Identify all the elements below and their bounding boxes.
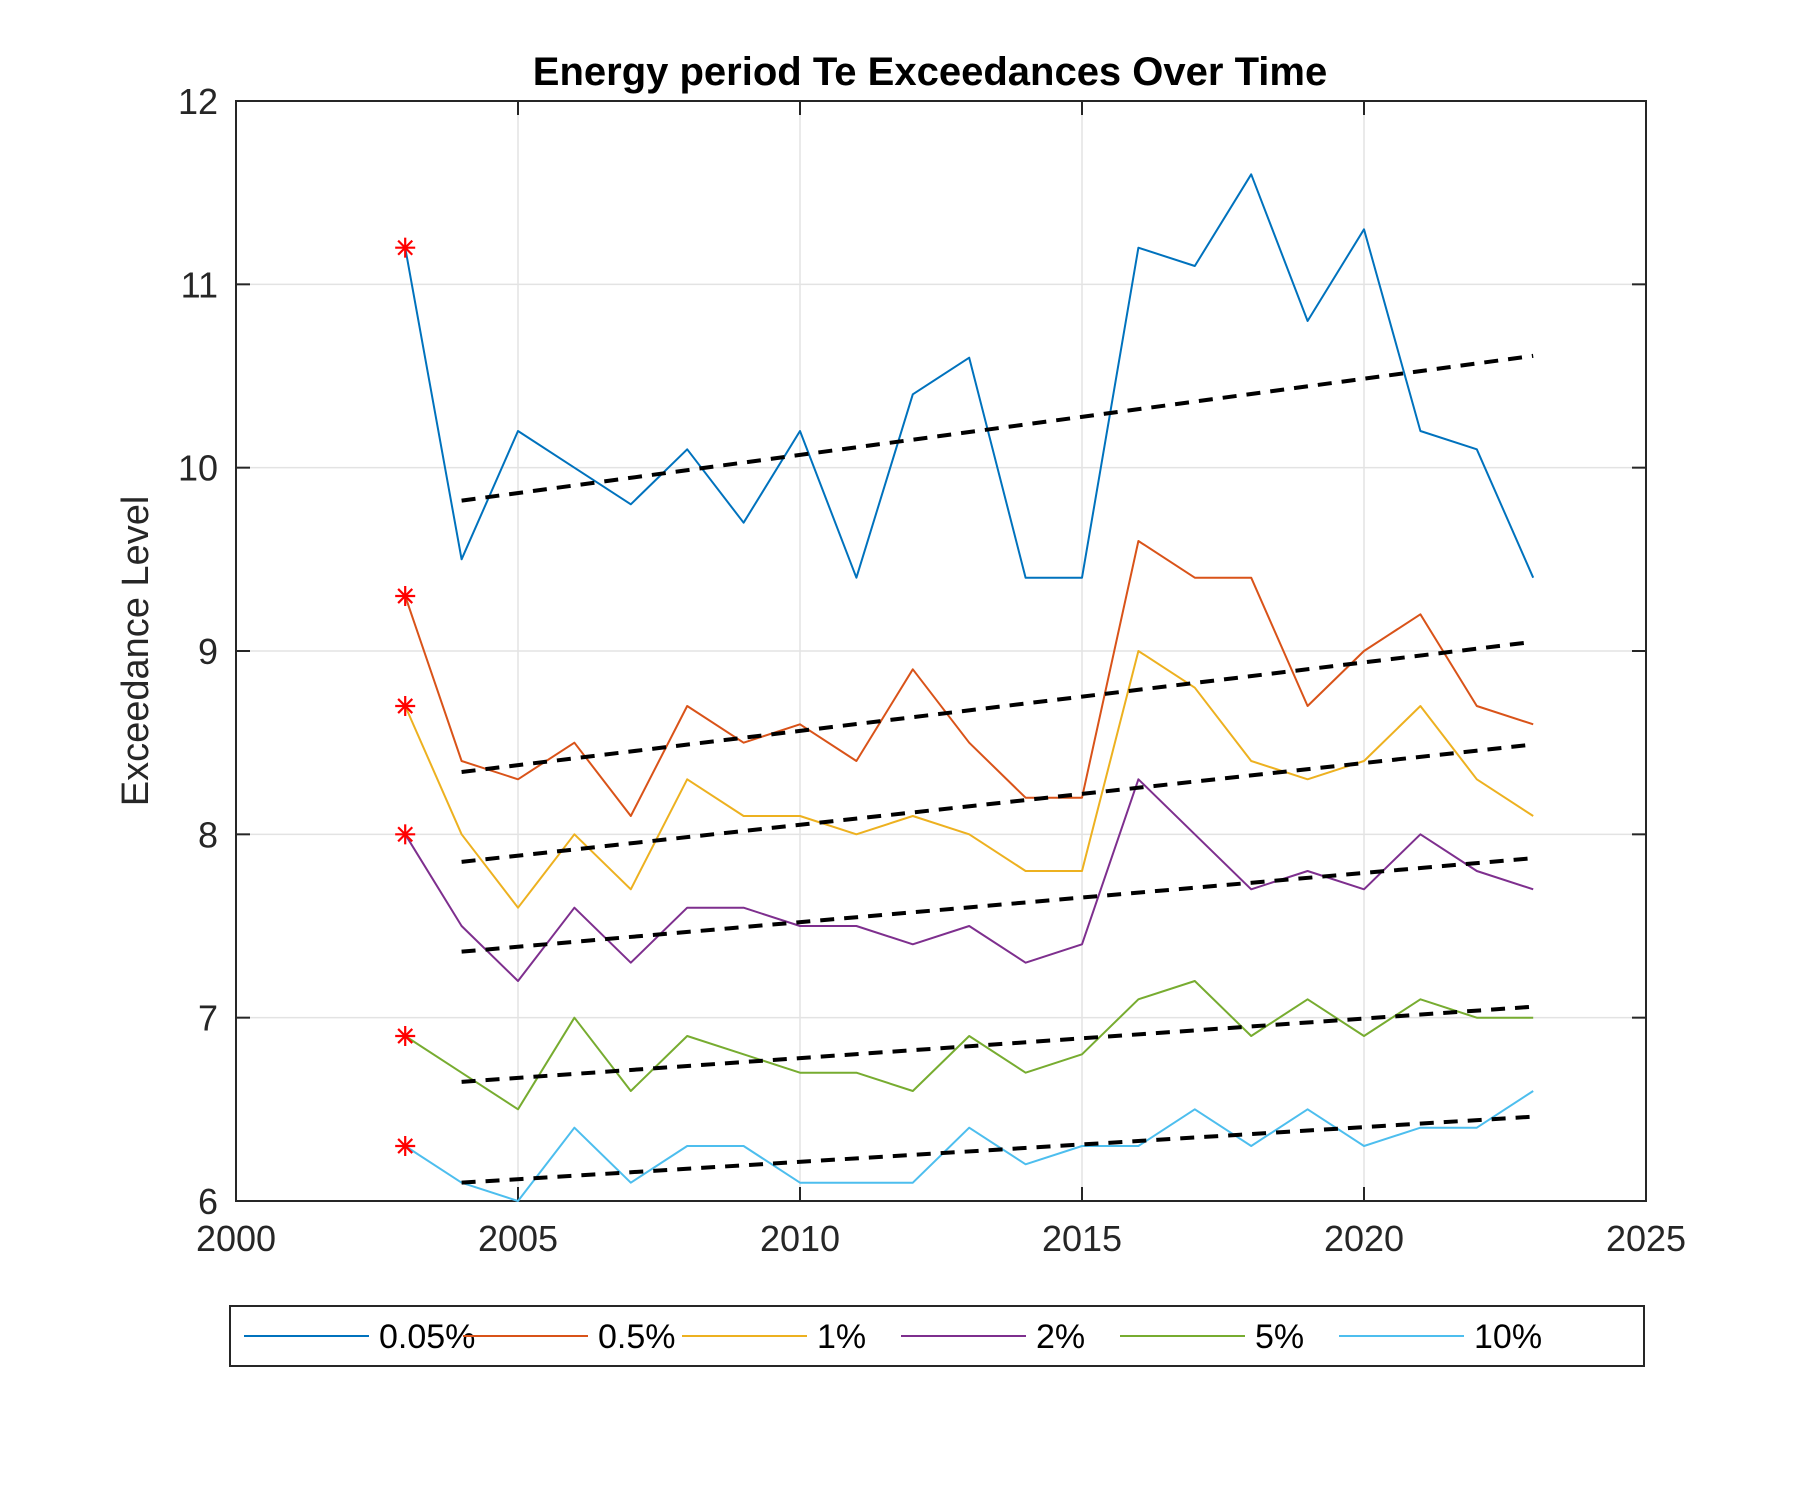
series-line-3 [404,778,1534,982]
y-axis-label: Exceedance Level [115,496,157,807]
trend-lines [461,353,1534,1185]
x-tick-label: 2010 [760,1218,840,1259]
marker-asterisk-2 [395,696,416,716]
x-tick-label: 2000 [196,1218,276,1259]
series-line-4 [404,980,1534,1111]
y-tick-label: 9 [198,631,218,672]
x-tick-label: 2005 [478,1218,558,1259]
y-tick-label: 10 [178,448,218,489]
series-line-1 [404,540,1534,817]
trend-line-4 [461,1004,1534,1084]
marker-asterisk-3 [395,824,416,845]
legend-label-5: 10% [1474,1318,1542,1356]
marker-asterisk-1 [395,586,416,606]
chart-title: Energy period Te Exceedances Over Time [533,50,1327,94]
trend-line-5 [461,1114,1534,1185]
markers [395,237,416,1156]
x-tick-label: 2015 [1042,1218,1122,1259]
ticks [235,100,1647,1202]
series-line-2 [404,650,1534,909]
marker-asterisk-4 [395,1026,416,1046]
legend-label-2: 1% [817,1318,866,1356]
grid [236,101,1646,1201]
legend-label-1: 0.5% [598,1318,676,1356]
trend-line-0 [461,353,1534,503]
marker-asterisk-0 [395,237,416,258]
series-lines [404,173,1535,1202]
tick-labels: 2000 2005 2010 2015 2020 2025 6 7 8 9 10 11 12 [178,81,1686,1259]
series-line-0 [404,173,1535,579]
y-tick-label: 7 [198,998,218,1039]
trend-line-2 [461,742,1534,864]
series-line-5 [404,1090,1534,1202]
legend: 0.05% 0.5% 1% 2% 5% 10% [229,1305,1645,1367]
legend-label-0: 0.05% [379,1318,475,1356]
x-tick-label: 2025 [1606,1218,1686,1259]
legend-label-4: 5% [1255,1318,1304,1356]
y-tick-label: 6 [198,1181,218,1222]
marker-asterisk-5 [395,1136,416,1156]
y-tick-label: 11 [181,264,218,305]
y-tick-label: 8 [198,814,218,855]
y-tick-label: 12 [178,81,218,122]
trend-line-1 [461,639,1534,774]
legend-label-3: 2% [1036,1318,1085,1356]
x-tick-label: 2020 [1324,1218,1404,1259]
trend-line-3 [461,856,1534,954]
